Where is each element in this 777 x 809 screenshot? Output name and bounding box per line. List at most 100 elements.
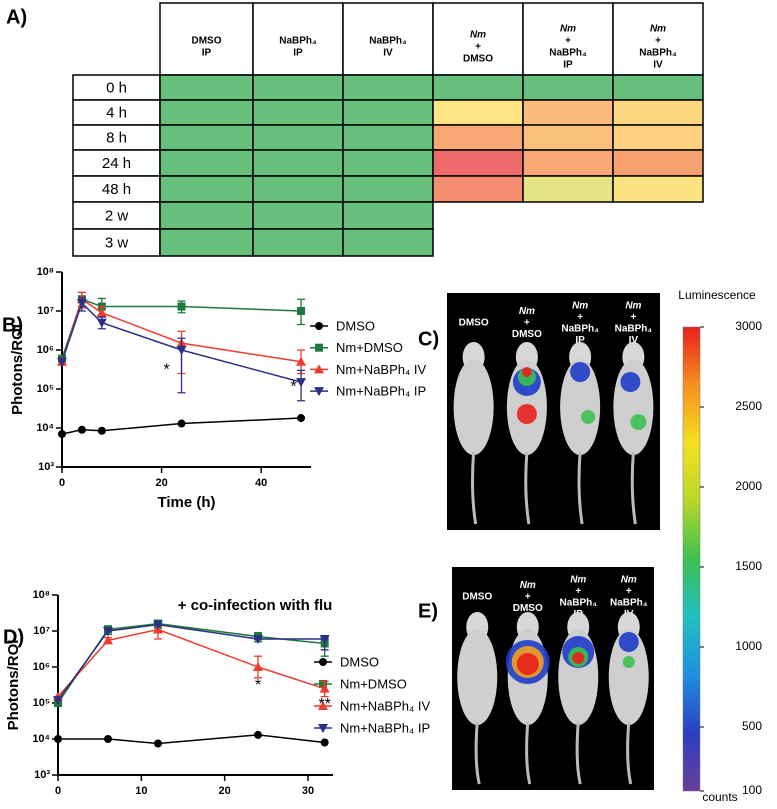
header-text: IV [383, 48, 393, 59]
legend-label: DMSO [340, 654, 379, 669]
marker [296, 356, 307, 366]
panel-label: C) [418, 328, 439, 350]
heat-cell [342, 201, 434, 230]
x-tick-label: 0 [59, 477, 65, 489]
header-text: NaBPh₄ [369, 36, 407, 47]
heat-cell [612, 175, 704, 203]
x-tick-label: 0 [55, 785, 61, 797]
mouse-tail [577, 451, 584, 525]
header-text: IV [653, 60, 663, 71]
colorbar [682, 326, 701, 792]
marker [254, 730, 262, 739]
line-chart: 10³10⁴10⁵10⁶10⁷10⁸0102030Time (h)Photons… [5, 589, 431, 809]
image-label: DMSO [459, 318, 489, 329]
marker [54, 735, 62, 743]
heat-cell [159, 74, 254, 101]
image-label: + [630, 312, 636, 323]
signal [521, 367, 532, 377]
header-text: + [655, 36, 661, 47]
heat-cell [432, 149, 524, 177]
heat-cell [522, 74, 614, 101]
heat-cell [342, 124, 434, 151]
row-label-cell [72, 228, 161, 257]
header-text: + [475, 42, 481, 53]
marker [319, 634, 330, 644]
marker [103, 635, 113, 645]
x-tick-label: 30 [302, 785, 314, 797]
heat-cell [522, 149, 614, 177]
panel-label: A) [6, 6, 27, 28]
y-tick-label: 10⁷ [37, 305, 54, 317]
row-label: 48 h [102, 181, 131, 198]
x-tick-label: 40 [255, 477, 267, 489]
marker [57, 357, 67, 367]
marker [53, 696, 63, 706]
y-tick-label: 10⁴ [32, 733, 50, 745]
colorbar-tick-label: 100 [742, 783, 762, 797]
y-tick-label: 10⁷ [33, 625, 50, 637]
row-label: 8 h [106, 129, 127, 146]
image-label: DMSO [462, 592, 492, 603]
marker [319, 658, 327, 666]
image-label: Nm [570, 574, 586, 585]
heat-cell [252, 149, 344, 177]
image-label: IV [629, 335, 639, 346]
heat-cell [432, 99, 524, 126]
heat-cell [522, 124, 614, 151]
image-label: + [575, 586, 581, 597]
heat-cell [159, 149, 254, 177]
signal [516, 653, 539, 675]
line-chart: 10³ 10⁴ 10⁵ 10⁶ 10⁷ 10⁸ 0 20 40 Time (h) Photons/R… [9, 266, 427, 511]
header-text: DMSO [463, 54, 493, 65]
annotation: ** [318, 696, 330, 713]
y-tick-label: 10⁵ [37, 383, 54, 395]
heat-cell [252, 201, 344, 230]
marker [314, 364, 324, 374]
heat-cell [252, 124, 344, 151]
colorbar-tick-label: 2500 [735, 399, 762, 413]
heat-cell [432, 74, 524, 101]
colorbar-tick-label: 2000 [735, 479, 762, 493]
annotation: * [290, 379, 296, 396]
image-label: Nm [625, 300, 641, 311]
heat-cell [612, 124, 704, 151]
signal [622, 656, 635, 668]
mouse-tail [471, 451, 478, 525]
signal [630, 414, 647, 430]
image-label: NaBPh₄ [615, 323, 653, 334]
colorbar-tick-label: 1000 [735, 639, 762, 653]
marker [58, 430, 66, 439]
heat-cell [252, 99, 344, 126]
series-line [58, 734, 325, 745]
signal [572, 652, 585, 664]
y-tick-label: 10⁸ [37, 266, 54, 278]
marker [153, 620, 163, 630]
marker [253, 662, 263, 671]
heat-cell [612, 99, 704, 126]
mouse-tail [630, 451, 637, 525]
heat-cell [612, 74, 704, 101]
image-label: Nm [572, 300, 588, 311]
marker [297, 414, 306, 423]
marker [96, 318, 107, 328]
header-cell [432, 2, 524, 76]
x-tick-label: 20 [219, 785, 231, 797]
panel-label: D) [3, 626, 24, 648]
image-label: + [626, 586, 632, 597]
image-label: NaBPh₄ [561, 323, 599, 334]
header-text: Nm [560, 24, 576, 35]
annotation: * [163, 362, 169, 379]
marker [77, 425, 86, 434]
y-tick-label: 10⁶ [37, 344, 54, 356]
marker [318, 724, 328, 733]
panel-label: E) [418, 600, 438, 622]
marker [176, 346, 187, 355]
signal [570, 362, 591, 382]
colorbar-tick-label: 500 [742, 719, 762, 733]
row-label: 24 h [102, 155, 131, 172]
x-tick-label: 20 [155, 477, 167, 489]
colorbar-title: Luminescence [678, 288, 756, 302]
x-axis-label: Time (h) [157, 494, 215, 511]
header-cell [522, 2, 614, 76]
y-tick-label: 10⁶ [33, 661, 50, 673]
